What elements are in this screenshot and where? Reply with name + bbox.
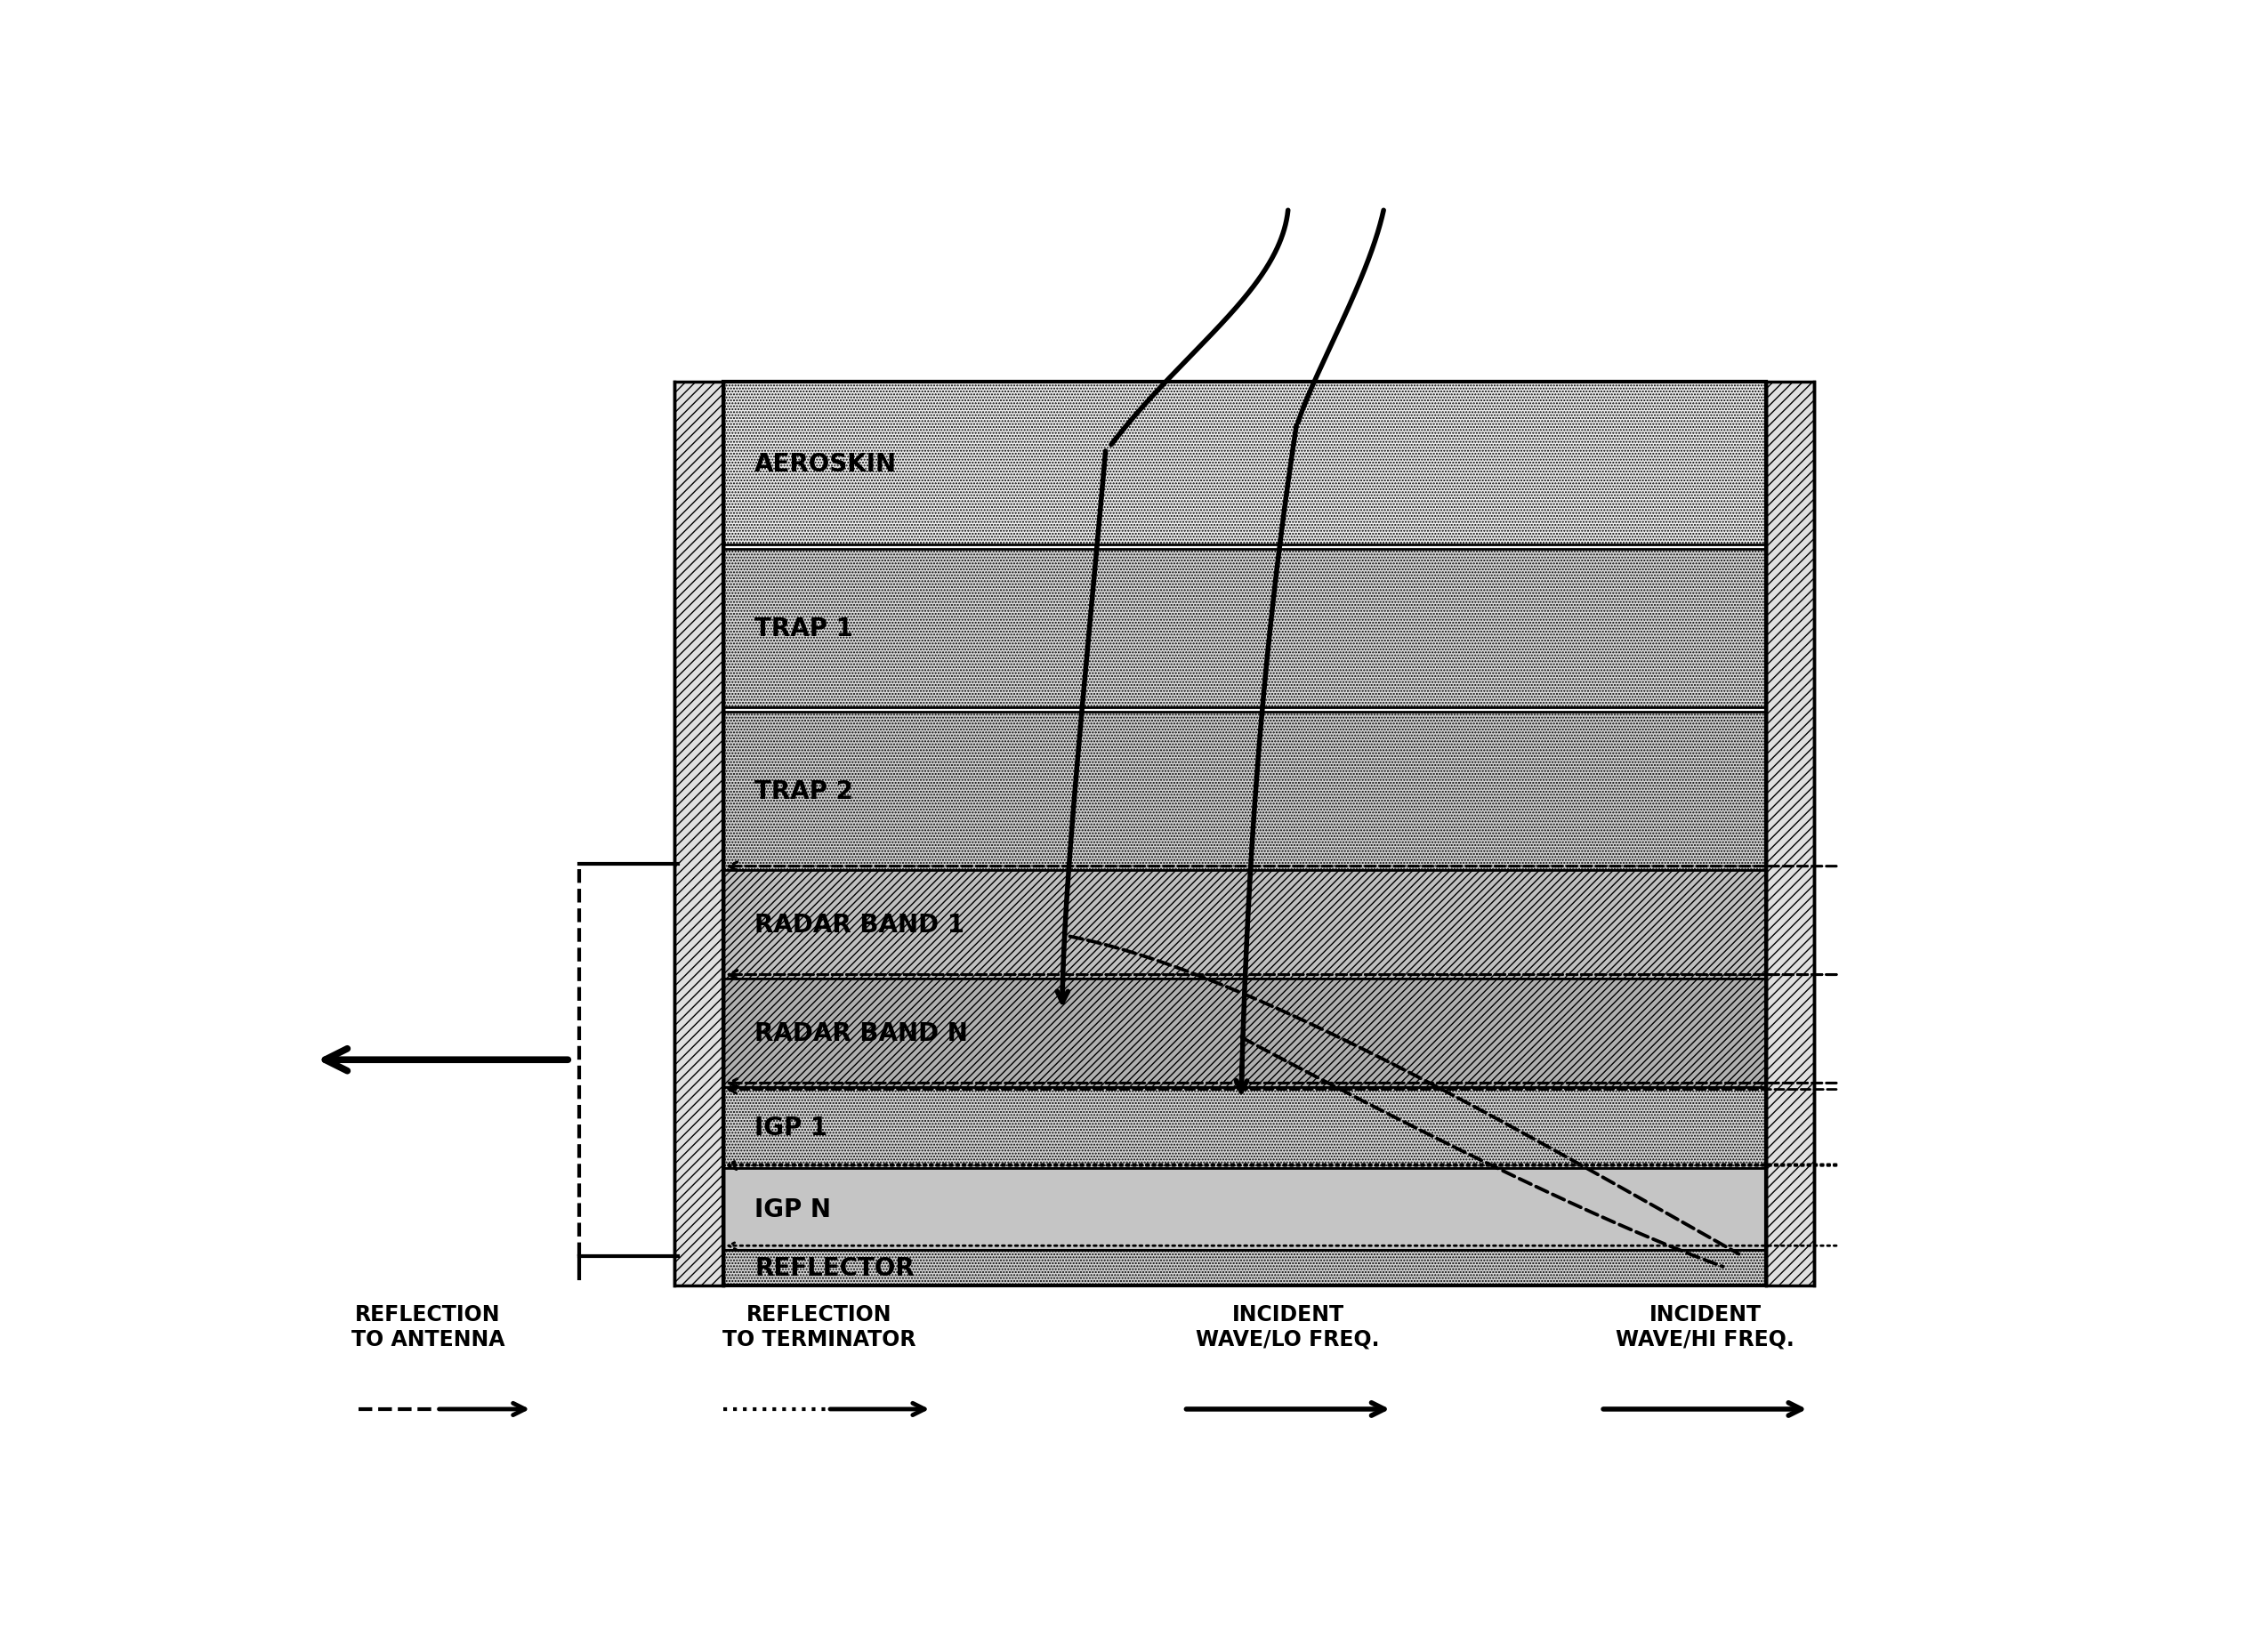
Text: RADAR BAND 1: RADAR BAND 1	[756, 912, 964, 937]
Text: REFLECTOR: REFLECTOR	[756, 1256, 915, 1280]
Bar	[724, 1087, 1767, 1168]
Bar	[724, 383, 1767, 545]
Bar	[675, 383, 724, 1285]
Text: REFLECTION
TO ANTENNA: REFLECTION TO ANTENNA	[352, 1303, 504, 1350]
Bar	[724, 712, 1767, 871]
Bar	[724, 871, 1767, 978]
Bar	[724, 1249, 1767, 1285]
Text: IGP 1: IGP 1	[756, 1115, 827, 1140]
Text: TRAP 2: TRAP 2	[756, 778, 854, 805]
Bar	[724, 383, 1767, 1285]
Text: TRAP 1: TRAP 1	[756, 616, 854, 641]
Bar	[1767, 383, 1814, 1285]
Text: RADAR BAND N: RADAR BAND N	[756, 1021, 969, 1046]
Text: REFLECTION
TO TERMINATOR: REFLECTION TO TERMINATOR	[722, 1303, 915, 1350]
Bar	[724, 550, 1767, 707]
Bar	[724, 1168, 1767, 1249]
Text: AEROSKIN: AEROSKIN	[756, 451, 897, 476]
Text: INCIDENT
WAVE/LO FREQ.: INCIDENT WAVE/LO FREQ.	[1197, 1303, 1379, 1350]
Bar	[724, 978, 1767, 1087]
Text: INCIDENT
WAVE/HI FREQ.: INCIDENT WAVE/HI FREQ.	[1616, 1303, 1794, 1350]
Text: IGP N: IGP N	[756, 1196, 832, 1221]
